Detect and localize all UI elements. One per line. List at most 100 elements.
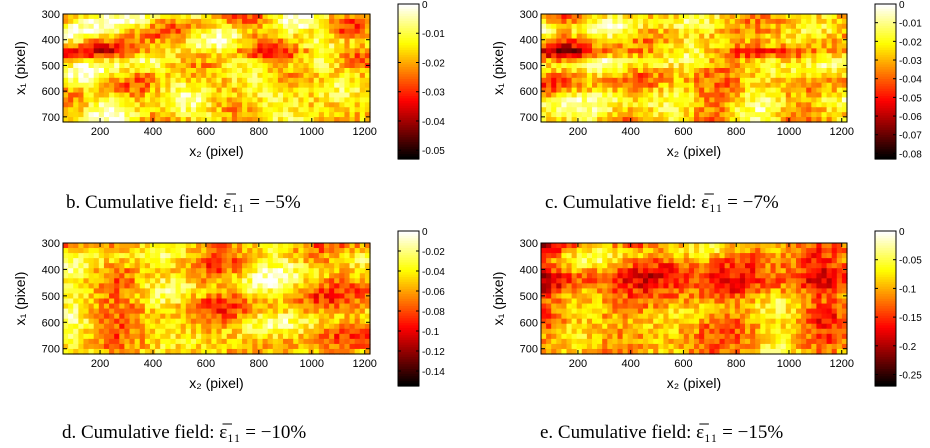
heatmap-cell (349, 303, 356, 310)
heatmap-cell (185, 92, 192, 99)
heatmap-cell (308, 48, 315, 54)
heatmap-cell (826, 243, 833, 249)
heatmap-cell (293, 117, 299, 123)
colorbar-step (398, 98, 419, 102)
heatmap-cell (556, 278, 562, 284)
heatmap-cell (83, 14, 90, 20)
heatmap-cell (83, 328, 90, 335)
heatmap-cell (796, 102, 802, 108)
heatmap-cell (785, 53, 792, 59)
heatmap-cell (673, 107, 680, 113)
heatmap-cell (277, 87, 284, 94)
heatmap-cell (262, 48, 269, 54)
heatmap-cell (329, 323, 335, 330)
heatmap-cell (93, 318, 100, 325)
heatmap-cell (211, 278, 218, 284)
heatmap-cell (272, 77, 279, 84)
heatmap-cell (617, 288, 624, 295)
heatmap-cell (308, 97, 315, 103)
heatmap-cell (272, 43, 279, 49)
heatmap-cell (354, 48, 361, 54)
heatmap-cell (175, 263, 182, 269)
heatmap-cells (541, 243, 848, 355)
heatmap-cell (119, 328, 125, 335)
heatmap-cell (175, 248, 182, 254)
heatmap-cell (144, 288, 151, 295)
heatmap-cell (541, 117, 547, 123)
heatmap-cell (349, 63, 356, 69)
heatmap-cell (98, 288, 105, 295)
heatmap-cell (109, 298, 115, 305)
heatmap-cell (785, 112, 792, 118)
heatmap-cell (627, 43, 634, 49)
heatmap-cell (78, 53, 85, 59)
heatmap-cell (704, 82, 710, 89)
heatmap-cell (785, 258, 792, 264)
heatmap-cell (190, 298, 197, 305)
heatmap-cell (308, 72, 315, 79)
heatmap-cell (780, 38, 787, 45)
heatmap-cell (760, 293, 766, 300)
heatmap-cell (303, 263, 310, 269)
heatmap-cell (826, 253, 833, 259)
heatmap-cell (668, 243, 675, 249)
heatmap-cell (770, 92, 777, 99)
heatmap-cell (226, 33, 233, 40)
heatmap-cell (221, 87, 228, 94)
heatmap-cell (359, 248, 366, 254)
heatmap-cell (318, 14, 325, 20)
heatmap-cell (149, 298, 156, 305)
heatmap-cell (313, 63, 320, 69)
heatmap-cell (750, 253, 756, 259)
heatmap-cell (775, 68, 782, 74)
heatmap-cell (694, 48, 700, 54)
heatmap-cell (98, 68, 105, 74)
heatmap-cell (242, 293, 248, 300)
heatmap-cell (236, 263, 243, 269)
heatmap-cell (790, 293, 797, 300)
heatmap-cell (658, 283, 664, 290)
heatmap-cell (836, 18, 843, 25)
heatmap-cell (257, 283, 264, 290)
heatmap-cell (334, 58, 340, 64)
heatmap-cell (73, 112, 79, 118)
heatmap-cell (288, 318, 294, 325)
heatmap-cell (313, 313, 320, 320)
heatmap-cell (129, 33, 136, 40)
colorbar-tick-label: -0.08 (422, 307, 445, 318)
heatmap-cell (247, 97, 253, 103)
heatmap-cell (724, 77, 731, 84)
heatmap-cell (216, 43, 223, 49)
heatmap-cell (653, 283, 659, 290)
heatmap-cell (841, 38, 848, 45)
heatmap-cell (617, 33, 624, 40)
heatmap-cell (571, 253, 578, 259)
heatmap-cell (318, 18, 325, 25)
heatmap-cell (303, 258, 310, 264)
heatmap-cell (83, 63, 90, 69)
heatmap-cell (724, 273, 731, 279)
heatmap-cell (648, 117, 654, 123)
heatmap-cell (267, 253, 274, 259)
heatmap-cell (658, 258, 664, 264)
heatmap-cell (719, 258, 726, 264)
heatmap-cell (627, 87, 634, 94)
heatmap-cell (551, 117, 557, 123)
heatmap-cell (206, 87, 212, 94)
heatmap-cell (308, 343, 315, 350)
heatmap-cell (344, 63, 351, 69)
heatmap-cell (68, 63, 74, 69)
heatmap-cell (134, 102, 141, 108)
heatmap-cell (556, 53, 562, 59)
heatmap-cell (653, 53, 659, 59)
heatmap-cell (673, 268, 680, 274)
heatmap-cell (83, 53, 90, 59)
heatmap-cell (175, 328, 182, 335)
heatmap-cell (231, 288, 238, 295)
colorbar-step (875, 50, 896, 54)
heatmap-cell (134, 14, 141, 20)
heatmap-cell (775, 253, 782, 259)
heatmap-cell (826, 48, 833, 54)
heatmap-cell (170, 293, 177, 300)
heatmap-cell (765, 293, 772, 300)
